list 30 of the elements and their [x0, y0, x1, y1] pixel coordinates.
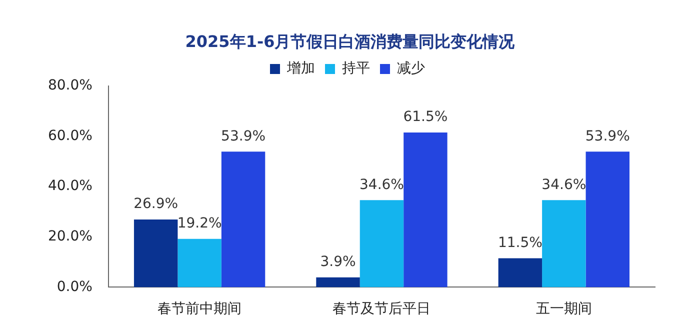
y-tick-label: 60.0% — [48, 128, 92, 144]
bar — [134, 220, 178, 288]
bar — [498, 258, 542, 288]
bar — [542, 200, 586, 288]
y-tick-label: 0.0% — [56, 278, 92, 295]
data-label: 26.9% — [134, 196, 178, 212]
data-label: 53.9% — [585, 128, 630, 144]
bar — [404, 132, 448, 288]
x-tick-label: 春节前中期间 — [158, 301, 242, 318]
bar — [178, 238, 222, 288]
legend-label: 减少 — [397, 60, 425, 77]
bar — [586, 152, 630, 288]
bar — [360, 200, 404, 288]
bar — [316, 277, 360, 288]
chart-title: 2025年1-6月节假日白酒消费量同比变化情况 — [184, 32, 516, 53]
legend-label: 持平 — [342, 60, 370, 77]
data-label: 11.5% — [498, 234, 542, 251]
bar — [221, 152, 266, 288]
y-tick-label: 20.0% — [48, 228, 92, 245]
legend-label: 增加 — [286, 60, 315, 77]
x-tick-label: 春节及节后平日 — [332, 301, 431, 318]
y-tick-label: 80.0% — [48, 78, 92, 94]
y-tick-label: 40.0% — [48, 178, 92, 194]
data-label: 34.6% — [359, 176, 404, 193]
x-tick-label: 五一期间 — [536, 301, 592, 318]
data-label: 53.9% — [221, 128, 266, 144]
data-label: 3.9% — [320, 254, 356, 270]
data-label: 34.6% — [542, 176, 586, 193]
data-label: 19.2% — [177, 216, 222, 232]
data-label: 61.5% — [403, 109, 448, 126]
